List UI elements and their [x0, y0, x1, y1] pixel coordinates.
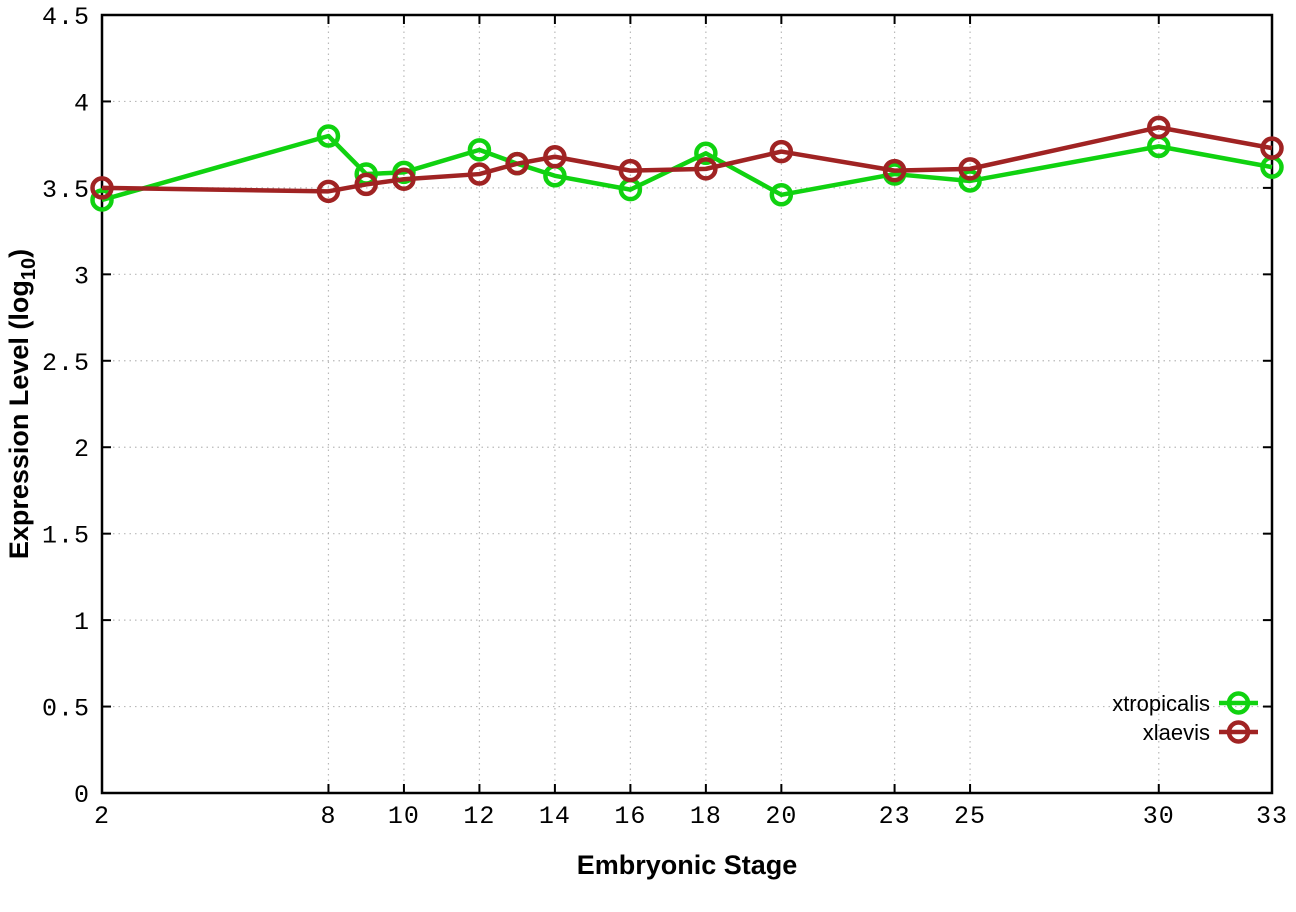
data-point-xlaevis	[769, 139, 794, 164]
data-point-xlaevis	[1147, 115, 1171, 140]
y-tick-label: 0.5	[42, 695, 90, 724]
y-tick-label: 3.5	[42, 176, 90, 205]
data-point-xtropicalis	[392, 160, 416, 185]
data-point-xtropicalis	[769, 183, 794, 207]
series-layer	[90, 115, 1284, 212]
x-tick-label: 14	[539, 802, 571, 831]
y-axis-label-part: Expression Level (log	[4, 280, 34, 559]
grid-layer	[101, 14, 1273, 794]
x-tick-label: 23	[879, 802, 911, 831]
data-point-xlaevis	[543, 145, 567, 169]
legend: xtropicalis xlaevis	[1112, 691, 1258, 745]
data-point-xlaevis	[316, 179, 341, 204]
y-tick-label: 3	[74, 262, 90, 291]
axes-layer: 2 8 10 12 14 16 18 20 23 25 30 33 0 0.5 1 1.5 2 2.5 3 3.5 4 4…	[42, 3, 1288, 831]
y-axis-label-part: 10	[18, 258, 40, 280]
y-axis-label-part: )	[4, 249, 34, 258]
data-point-xlaevis	[354, 172, 378, 197]
y-axis-label: Expression Level (log10)	[4, 249, 40, 559]
data-point-xtropicalis	[694, 141, 718, 166]
x-tick-label: 20	[765, 802, 797, 831]
data-point-xlaevis	[467, 162, 492, 186]
legend-marker-xlaevis	[1226, 720, 1251, 744]
y-tick-label: 1.5	[42, 522, 90, 551]
legend-marker-xtropicalis	[1226, 691, 1251, 715]
series-line-xtropicalis	[101, 133, 1273, 203]
x-tick-label: 33	[1256, 802, 1288, 831]
data-point-xlaevis	[694, 157, 718, 181]
y-tick-label: 2.5	[42, 349, 90, 378]
x-tick-label: 18	[690, 802, 722, 831]
x-tick-label: 30	[1143, 802, 1175, 831]
data-point-xtropicalis	[316, 124, 341, 148]
legend-label-xtropicalis: xtropicalis	[1112, 691, 1210, 716]
data-point-xtropicalis	[958, 169, 982, 193]
x-tick-label: 8	[320, 802, 336, 831]
data-point-xlaevis	[958, 157, 982, 181]
x-tick-label: 25	[954, 802, 986, 831]
x-tick-label: 2	[94, 802, 110, 831]
x-tick-label: 12	[463, 802, 495, 831]
x-tick-label: 10	[388, 802, 420, 831]
y-tick-label: 1	[74, 608, 90, 637]
data-point-xlaevis	[882, 158, 907, 183]
plot-border	[100, 13, 1274, 795]
data-point-xtropicalis	[467, 138, 492, 162]
y-tick-label: 4.5	[42, 3, 90, 32]
data-point-xlaevis	[392, 167, 416, 191]
y-tick-label: 0	[74, 781, 90, 810]
data-point-xlaevis	[618, 158, 643, 183]
x-axis-label: Embryonic Stage	[577, 850, 798, 880]
y-tick-label: 4	[74, 89, 90, 118]
y-tick-label: 2	[74, 435, 90, 464]
data-point-xlaevis	[505, 151, 529, 176]
data-point-xlaevis	[90, 176, 114, 200]
data-point-xlaevis	[1260, 136, 1284, 160]
data-point-xtropicalis	[90, 188, 114, 212]
x-tick-label: 16	[614, 802, 646, 831]
series-line-xlaevis	[101, 125, 1273, 194]
legend-label-xlaevis: xlaevis	[1143, 720, 1210, 745]
